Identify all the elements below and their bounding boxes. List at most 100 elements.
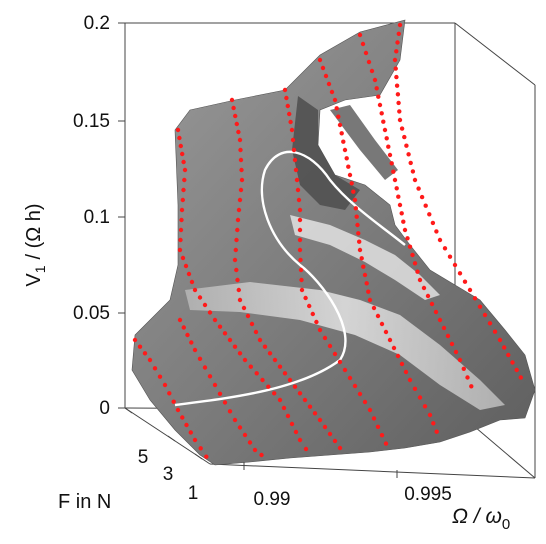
z-tick-label: 0.2 <box>84 13 110 34</box>
marker-point <box>326 81 332 87</box>
marker-point <box>178 237 183 243</box>
marker-point <box>407 377 413 383</box>
marker-point <box>293 167 299 173</box>
marker-point <box>360 41 366 47</box>
marker-point <box>317 417 323 423</box>
marker-point <box>236 129 241 135</box>
marker-point <box>397 22 403 28</box>
marker-point <box>320 65 326 71</box>
marker-point <box>281 405 287 411</box>
marker-point <box>379 111 384 116</box>
marker-point <box>272 357 278 363</box>
marker-point <box>182 177 187 183</box>
marker-point <box>297 391 303 396</box>
marker-point <box>232 257 238 263</box>
marker-point <box>410 252 415 258</box>
marker-point <box>379 433 385 438</box>
marker-point <box>362 399 368 405</box>
marker-point <box>177 317 183 323</box>
marker-point <box>487 321 493 326</box>
marker-point <box>462 279 468 284</box>
marker-point <box>259 452 264 458</box>
marker-point <box>242 432 248 438</box>
marker-point <box>323 73 329 79</box>
marker-point <box>253 329 259 335</box>
marker-point <box>332 438 338 444</box>
marker-point <box>227 409 233 414</box>
marker-point <box>282 371 288 376</box>
marker-point <box>186 271 192 277</box>
marker-point <box>393 66 398 71</box>
marker-point <box>307 303 312 309</box>
marker-point <box>334 106 339 111</box>
marker-point <box>403 369 409 375</box>
marker-point <box>518 375 523 380</box>
marker-point <box>445 333 451 339</box>
marker-point <box>266 384 271 389</box>
marker-point <box>137 344 143 349</box>
marker-point <box>234 237 239 243</box>
marker-point <box>404 143 409 148</box>
marker-point <box>157 374 163 379</box>
marker-point <box>236 287 241 293</box>
marker-point <box>217 391 223 396</box>
marker-point <box>237 297 243 303</box>
marker-point <box>391 169 396 174</box>
marker-point <box>237 197 243 203</box>
marker-point <box>472 296 478 301</box>
marker-point <box>293 429 299 435</box>
marker-point <box>152 366 158 371</box>
marker-point <box>297 217 303 223</box>
marker-point <box>337 359 343 365</box>
marker-point <box>322 424 328 430</box>
marker-point <box>419 194 425 200</box>
marker-point <box>389 161 394 166</box>
marker-point <box>314 319 319 325</box>
marker-point <box>399 126 405 131</box>
marker-point <box>245 313 251 319</box>
marker-point <box>497 337 503 343</box>
marker-point <box>238 187 244 193</box>
marker-point <box>147 357 153 363</box>
marker-point <box>502 345 507 350</box>
marker-point <box>433 309 439 315</box>
marker-point <box>182 167 188 173</box>
marker-point <box>303 446 309 452</box>
marker-point <box>421 285 427 291</box>
marker-point <box>184 422 189 428</box>
marker-point <box>183 263 189 269</box>
y-axis: 5 3 1 F in N <box>58 407 203 513</box>
marker-point <box>361 264 366 269</box>
marker-point <box>181 159 186 165</box>
marker-point <box>353 206 358 211</box>
marker-point <box>349 181 354 186</box>
marker-point <box>382 127 388 133</box>
marker-point <box>297 227 303 233</box>
marker-point <box>366 59 372 65</box>
marker-point <box>207 310 213 315</box>
marker-point <box>227 337 233 343</box>
marker-point <box>217 324 223 329</box>
marker-point <box>288 119 293 125</box>
marker-point <box>417 395 423 400</box>
marker-point <box>381 119 386 124</box>
marker-point <box>180 151 185 157</box>
marker-point <box>237 425 243 430</box>
marker-point <box>412 386 418 391</box>
marker-point <box>354 214 359 219</box>
marker-point <box>277 364 283 369</box>
marker-point <box>222 331 228 336</box>
marker-point <box>175 407 181 413</box>
marker-point <box>415 269 420 274</box>
marker-point <box>294 177 300 183</box>
marker-point <box>514 367 519 373</box>
marker-point <box>198 446 203 451</box>
marker-point <box>317 57 323 63</box>
marker-point <box>257 337 263 343</box>
marker-point <box>252 447 258 453</box>
marker-point <box>422 404 428 409</box>
marker-point <box>397 109 402 114</box>
marker-point <box>395 353 401 359</box>
marker-point <box>302 397 308 403</box>
surface-fold-highlight <box>290 215 440 300</box>
